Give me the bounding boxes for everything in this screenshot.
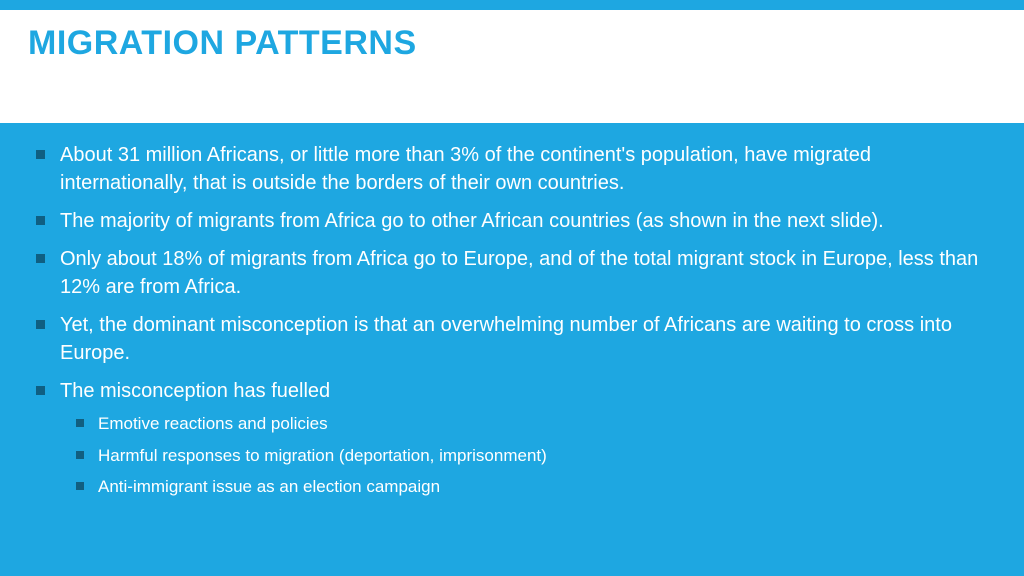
bullet-item: The majority of migrants from Africa go … <box>36 207 996 235</box>
bullet-item: About 31 million Africans, or little mor… <box>36 141 996 197</box>
sub-bullet-item: Harmful responses to migration (deportat… <box>76 443 996 469</box>
title-area: MIGRATION PATTERNS <box>0 10 1024 123</box>
bullet-item: Only about 18% of migrants from Africa g… <box>36 245 996 301</box>
sub-bullet-text: Harmful responses to migration (deportat… <box>98 446 547 465</box>
sub-bullet-list: Emotive reactions and policies Harmful re… <box>76 411 996 500</box>
bullet-text: About 31 million Africans, or little mor… <box>60 144 871 194</box>
content-area: About 31 million Africans, or little mor… <box>0 123 1024 576</box>
bullet-text: The majority of migrants from Africa go … <box>60 210 884 232</box>
top-accent-bar <box>0 0 1024 10</box>
bullet-item: The misconception has fuelled Emotive rea… <box>36 377 996 500</box>
sub-bullet-item: Anti-immigrant issue as an election camp… <box>76 474 996 500</box>
slide-title: MIGRATION PATTERNS <box>28 24 996 63</box>
bullet-text: Only about 18% of migrants from Africa g… <box>60 248 978 298</box>
bullet-item: Yet, the dominant misconception is that … <box>36 311 996 367</box>
sub-bullet-text: Emotive reactions and policies <box>98 414 328 433</box>
sub-bullet-item: Emotive reactions and policies <box>76 411 996 437</box>
bullet-text: The misconception has fuelled <box>60 380 330 402</box>
bullet-list: About 31 million Africans, or little mor… <box>36 141 996 500</box>
bullet-text: Yet, the dominant misconception is that … <box>60 314 952 364</box>
slide: MIGRATION PATTERNS About 31 million Afri… <box>0 0 1024 576</box>
sub-bullet-text: Anti-immigrant issue as an election camp… <box>98 477 440 496</box>
